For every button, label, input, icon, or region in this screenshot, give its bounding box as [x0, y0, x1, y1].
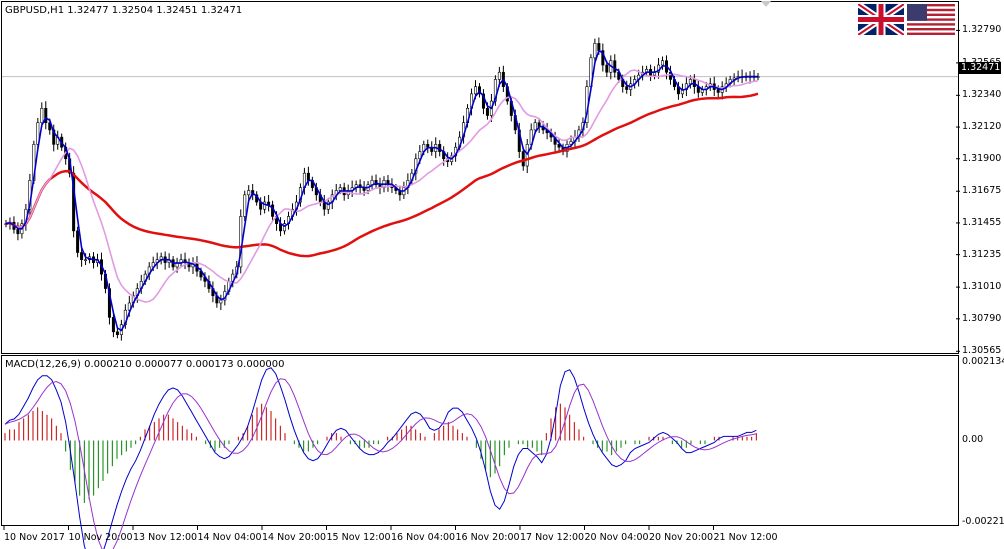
candle-body [605, 64, 609, 73]
price-tick-label: 1.31010 [962, 281, 1002, 293]
candle-body [219, 299, 223, 304]
candle-body [593, 43, 597, 59]
candle-body [426, 144, 430, 148]
candle-body [326, 201, 330, 210]
macd-title: MACD(12,26,9) 0.000210 0.000077 0.000173… [5, 359, 285, 370]
candle-body [597, 43, 601, 51]
macd-signal-line [4, 378, 757, 549]
candle-body [557, 144, 561, 148]
candle-body [306, 172, 310, 181]
candle-body [474, 86, 478, 95]
price-tick-label: 1.31900 [962, 152, 1002, 164]
slow-moving-average-line [5, 92, 759, 258]
candle-body [247, 190, 251, 196]
candle-body [40, 107, 44, 124]
mid-moving-average-line [5, 69, 759, 303]
candle-body [84, 259, 88, 262]
macd-tick-label: 0.002134 [962, 356, 1004, 367]
candle-body [16, 229, 20, 235]
time-tick-label: 20 Nov 20:00 [649, 532, 714, 543]
candle-body [613, 60, 617, 73]
time-tick-label: 13 Nov 12:00 [133, 532, 198, 543]
time-tick-label: 14 Nov 04:00 [197, 532, 262, 543]
macd-tick-label: -0.002218 [962, 516, 1004, 527]
price-tick-label: 1.32340 [962, 89, 1002, 101]
macd-main-line [4, 367, 757, 549]
candle-body [115, 331, 119, 335]
symbol-title: GBPUSD,H1 1.32477 1.32504 1.32451 1.3247… [5, 5, 243, 16]
candle-body [263, 201, 267, 210]
price-tick-label: 1.32120 [962, 121, 1002, 133]
candle-body [338, 187, 342, 191]
fast-moving-average-line [5, 49, 758, 332]
price-tick-label: 1.31235 [962, 248, 1002, 260]
candle-body [533, 122, 537, 131]
price-tick-label: 1.30565 [962, 345, 1002, 357]
time-tick-label: 21 Nov 12:00 [713, 532, 778, 543]
candle-body [477, 86, 481, 95]
candle-body [80, 252, 84, 261]
time-tick-label: 16 Nov 20:00 [455, 532, 520, 543]
candle-body [497, 71, 501, 80]
candle-body [688, 79, 692, 85]
candle-body [493, 79, 497, 102]
time-tick-label: 15 Nov 12:00 [326, 532, 391, 543]
candle-body [521, 151, 525, 167]
current-price-tag: 1.32471 [959, 62, 1001, 74]
time-tick-label: 10 Nov 20:00 [68, 532, 133, 543]
macd-tick-label: 0.00 [962, 434, 984, 446]
price-tick-label: 1.31675 [962, 185, 1002, 197]
candle-body [569, 141, 573, 145]
candle-body [44, 107, 48, 124]
candle-body [485, 107, 489, 116]
time-tick-label: 10 Nov 2017 [4, 532, 65, 543]
candle-body [661, 60, 665, 66]
candle-body [111, 317, 115, 333]
candle-body [418, 151, 422, 160]
time-tick-label: 17 Nov 12:00 [520, 532, 585, 543]
candle-body [283, 223, 287, 232]
macd-panel[interactable] [1, 355, 959, 526]
candle-body [127, 302, 131, 311]
us-flag-icon [907, 4, 955, 35]
uk-flag-icon [858, 4, 904, 35]
candle-body [625, 86, 629, 90]
chart-dropdown-icon[interactable] [761, 1, 771, 7]
time-tick-label: 14 Nov 20:00 [262, 532, 327, 543]
candle-body [716, 89, 720, 93]
candle-body [243, 194, 247, 217]
price-tick-label: 1.32790 [962, 24, 1002, 36]
price-tick-label: 1.31455 [962, 216, 1002, 228]
candle-body [76, 230, 80, 253]
time-tick-label: 16 Nov 04:00 [391, 532, 456, 543]
price-tick-label: 1.30790 [962, 312, 1002, 324]
time-tick-label: 20 Nov 04:00 [584, 532, 649, 543]
